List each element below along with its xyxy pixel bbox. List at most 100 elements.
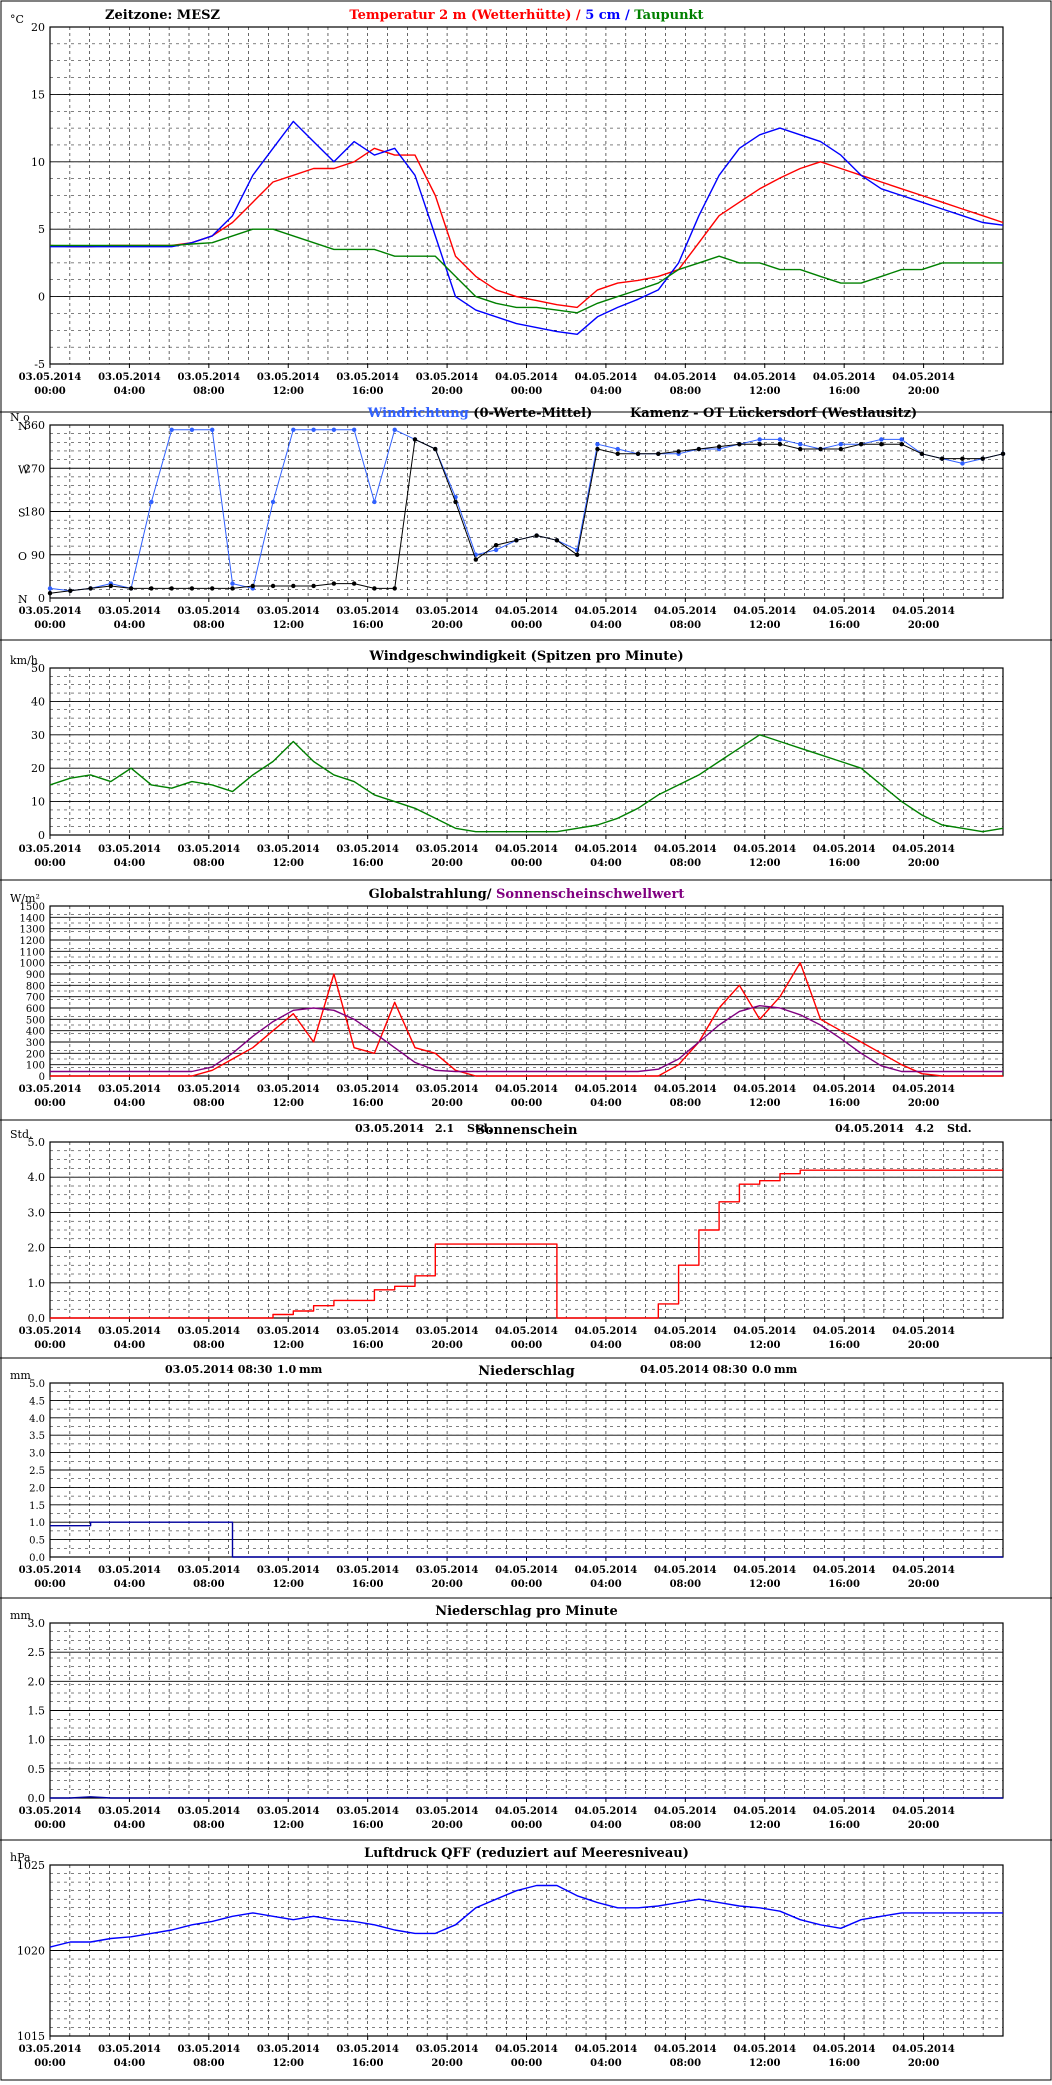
y-tick-label: 3.5 bbox=[29, 1431, 45, 1442]
series-line bbox=[49, 438, 1004, 594]
series-line bbox=[50, 228, 1003, 314]
x-tick-time: 00:00 bbox=[511, 2058, 543, 2069]
chart-precip: 0.0 0.5 1.0 1.5 2.0 2.5 3.0 3.5 4.0 4.5 5.0 03.05.2… bbox=[10, 1363, 1004, 1590]
x-tick-time: 08:00 bbox=[193, 620, 225, 631]
compass-label: N bbox=[18, 593, 28, 606]
axis-unit-label: hPa bbox=[10, 1851, 31, 1864]
x-tick-time: 08:00 bbox=[193, 1340, 225, 1351]
axis-unit-label: Std. bbox=[10, 1128, 33, 1141]
x-tick-date: 04.05.2014 bbox=[813, 844, 876, 855]
y-tick-label: 200 bbox=[26, 1049, 45, 1060]
x-tick-date: 04.05.2014 bbox=[495, 2044, 558, 2055]
y-tick-label: 20 bbox=[31, 762, 45, 775]
x-tick-time: 12:00 bbox=[749, 386, 781, 397]
x-tick-date: 04.05.2014 bbox=[733, 1806, 796, 1817]
x-tick-time: 04:00 bbox=[590, 1340, 622, 1351]
x-tick-time: 20:00 bbox=[431, 620, 463, 631]
y-tick-label: 1015 bbox=[17, 2030, 45, 2043]
chart-note: Zeitzone: MESZ bbox=[105, 8, 220, 23]
chart-title-part: 5 cm bbox=[585, 8, 620, 23]
x-tick-date: 04.05.2014 bbox=[813, 372, 876, 383]
x-tick-date: 04.05.2014 bbox=[892, 1565, 955, 1576]
y-tick-label: 5.0 bbox=[28, 1136, 46, 1149]
x-tick-time: 04:00 bbox=[590, 1820, 622, 1831]
x-tick-date: 04.05.2014 bbox=[892, 606, 955, 617]
axis-unit-label: °C bbox=[10, 13, 24, 26]
y-tick-label: 0.0 bbox=[29, 1553, 45, 1564]
x-tick-date: 04.05.2014 bbox=[495, 372, 558, 383]
y-tick-label: 800 bbox=[26, 981, 45, 992]
x-tick-date: 03.05.2014 bbox=[178, 844, 241, 855]
info-unit: mm bbox=[774, 1363, 798, 1376]
info-unit: mm bbox=[299, 1363, 323, 1376]
x-tick-time: 00:00 bbox=[34, 1098, 66, 1109]
x-tick-time: 20:00 bbox=[431, 1098, 463, 1109]
x-tick-time: 12:00 bbox=[749, 620, 781, 631]
x-tick-date: 03.05.2014 bbox=[416, 1806, 479, 1817]
x-tick-date: 03.05.2014 bbox=[336, 606, 399, 617]
x-tick-date: 04.05.2014 bbox=[813, 1326, 876, 1337]
x-tick-date: 04.05.2014 bbox=[495, 1565, 558, 1576]
y-tick-label: 10 bbox=[31, 156, 45, 169]
compass-label: N bbox=[18, 420, 28, 433]
series-point bbox=[47, 586, 53, 591]
y-tick-label: 400 bbox=[26, 1027, 45, 1038]
chart-title: Niederschlag pro Minute bbox=[435, 1604, 618, 1619]
x-tick-date: 03.05.2014 bbox=[19, 1806, 82, 1817]
x-tick-date: 04.05.2014 bbox=[733, 372, 796, 383]
x-tick-time: 20:00 bbox=[431, 858, 463, 869]
y-tick-label: 1.0 bbox=[29, 1518, 45, 1529]
x-tick-date: 03.05.2014 bbox=[178, 372, 241, 383]
x-tick-date: 03.05.2014 bbox=[416, 1084, 479, 1095]
x-tick-date: 03.05.2014 bbox=[98, 606, 161, 617]
x-tick-date: 04.05.2014 bbox=[654, 1565, 717, 1576]
x-tick-time: 20:00 bbox=[908, 386, 940, 397]
x-tick-time: 12:00 bbox=[272, 1820, 304, 1831]
x-tick-time: 16:00 bbox=[352, 620, 384, 631]
x-tick-date: 04.05.2014 bbox=[733, 606, 796, 617]
x-tick-time: 08:00 bbox=[193, 1579, 225, 1590]
info-unit: Std. bbox=[947, 1122, 972, 1135]
x-tick-time: 16:00 bbox=[352, 1579, 384, 1590]
x-tick-time: 16:00 bbox=[352, 2058, 384, 2069]
x-tick-time: 16:00 bbox=[828, 1098, 860, 1109]
chart-title-part: Taupunkt bbox=[634, 8, 703, 23]
x-tick-time: 00:00 bbox=[511, 1820, 543, 1831]
x-tick-date: 04.05.2014 bbox=[813, 1084, 876, 1095]
chart-title: Windgeschwindigkeit (Spitzen pro Minute) bbox=[368, 649, 683, 664]
x-tick-date: 03.05.2014 bbox=[98, 844, 161, 855]
series-line bbox=[49, 734, 1004, 833]
x-tick-date: 04.05.2014 bbox=[892, 372, 955, 383]
chart-title: Windrichtung (0-Werte-Mittel) bbox=[367, 406, 592, 421]
x-tick-time: 16:00 bbox=[352, 858, 384, 869]
x-tick-date: 04.05.2014 bbox=[813, 2044, 876, 2055]
x-tick-date: 04.05.2014 bbox=[575, 2044, 638, 2055]
x-tick-time: 12:00 bbox=[749, 1579, 781, 1590]
x-tick-date: 03.05.2014 bbox=[19, 2044, 82, 2055]
x-tick-time: 00:00 bbox=[34, 1579, 66, 1590]
y-tick-label: 900 bbox=[26, 970, 45, 981]
y-tick-label: 1200 bbox=[20, 936, 45, 947]
y-tick-label: 3.0 bbox=[28, 1617, 46, 1630]
x-tick-date: 03.05.2014 bbox=[416, 2044, 479, 2055]
x-tick-date: 03.05.2014 bbox=[19, 1565, 82, 1576]
x-tick-time: 16:00 bbox=[828, 2058, 860, 2069]
y-tick-label: 0.0 bbox=[28, 1792, 46, 1805]
y-tick-label: 360 bbox=[24, 419, 45, 432]
x-tick-date: 03.05.2014 bbox=[416, 606, 479, 617]
chart-title-part: (0-Werte-Mittel) bbox=[469, 406, 592, 421]
x-tick-date: 04.05.2014 bbox=[654, 1326, 717, 1337]
y-tick-label: 1500 bbox=[20, 902, 45, 913]
x-tick-date: 03.05.2014 bbox=[416, 372, 479, 383]
y-tick-label: 0.5 bbox=[28, 1763, 46, 1776]
x-tick-date: 03.05.2014 bbox=[336, 844, 399, 855]
info-unit: Std. bbox=[467, 1122, 492, 1135]
x-tick-time: 08:00 bbox=[670, 2058, 702, 2069]
x-tick-date: 03.05.2014 bbox=[98, 1326, 161, 1337]
y-tick-label: 10 bbox=[31, 796, 45, 809]
x-tick-time: 04:00 bbox=[114, 620, 146, 631]
x-tick-time: 08:00 bbox=[670, 620, 702, 631]
chart-wind_dir: 0 90 180 270 360 03.05.2014 00:00 03.05.2014 04:… bbox=[10, 406, 1006, 631]
info-date: 04.05.2014 bbox=[835, 1122, 904, 1135]
